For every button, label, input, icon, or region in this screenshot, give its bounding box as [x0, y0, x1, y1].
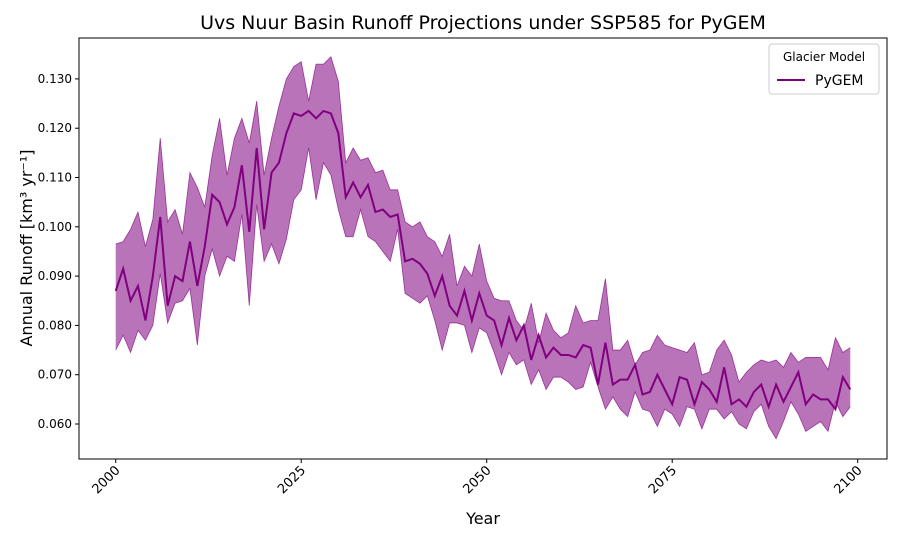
y-tick-label: 0.070 [38, 368, 72, 382]
legend-label: PyGEM [815, 73, 864, 89]
series [114, 55, 852, 440]
y-tick-label: 0.100 [38, 220, 72, 234]
y-axis-label: Annual Runoff [km³ yr⁻¹] [17, 149, 36, 346]
chart-title: Uvs Nuur Basin Runoff Projections under … [200, 12, 766, 34]
y-tick-label: 0.110 [38, 171, 72, 185]
band-edge [115, 55, 851, 383]
line [114, 109, 852, 412]
x-axis-label: Year [465, 509, 500, 528]
y-tick-label: 0.080 [38, 318, 72, 332]
y-tick-label: 0.120 [38, 121, 72, 135]
y-tick-label: 0.090 [38, 269, 72, 283]
y-tick-label: 0.060 [38, 417, 72, 431]
band-edge [115, 147, 851, 440]
y-tick-label: 0.130 [38, 72, 72, 86]
legend-box [768, 43, 880, 95]
plot-frame [78, 37, 888, 460]
band-fill [115, 56, 851, 439]
legend-title: Glacier Model [783, 50, 865, 64]
